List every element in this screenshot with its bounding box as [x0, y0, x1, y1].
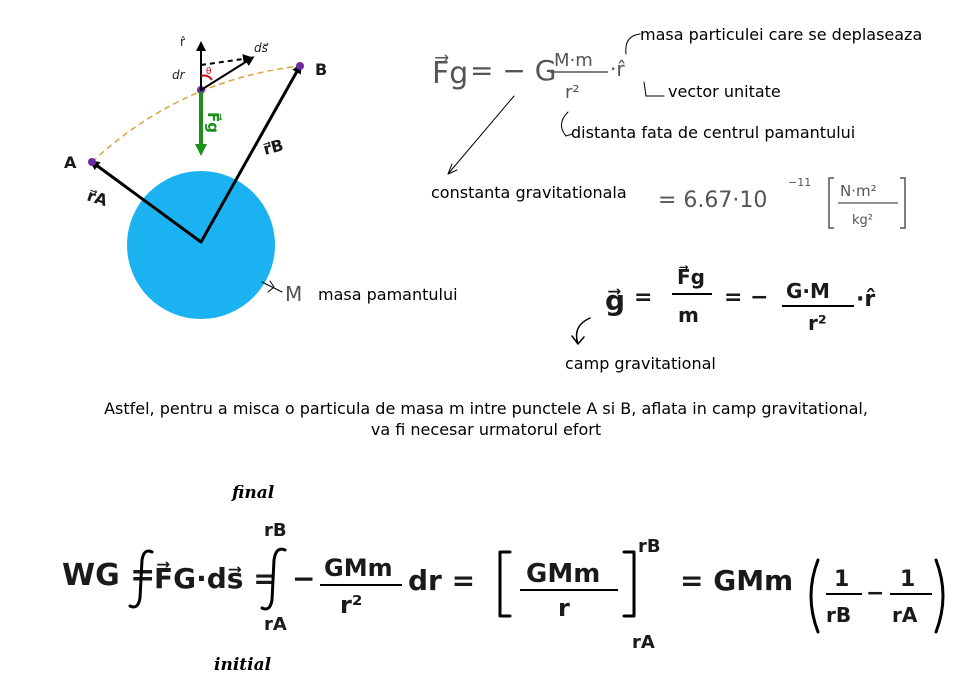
paragraph-line-2: va fi necesar urmatorul efort — [371, 420, 601, 439]
field-label: camp gravitational — [565, 354, 716, 373]
earth-circle — [127, 171, 275, 319]
theta-label: θ — [206, 67, 212, 77]
paragraph-line-1: Astfel, pentru a misca o particula de ma… — [104, 399, 868, 418]
field-frac2-den: r² — [808, 311, 827, 335]
orbit-diagram: A B r⃗A r⃗B r̂ dr ds⃗ θ F⃗g M masa paman… — [64, 35, 458, 319]
point-b-dot — [296, 62, 304, 70]
r-hat-label: r̂ — [180, 35, 185, 49]
force-formula: F⃗g = − G M·m r² ·r̂ masa particulei car… — [431, 25, 922, 229]
force-unit-vector: ·r̂ — [610, 57, 626, 81]
gconst-unit-num: N·m² — [840, 182, 877, 200]
point-a-label: A — [64, 153, 77, 172]
unit-pointer — [643, 81, 665, 97]
bracket-upper-limit: rB — [638, 536, 661, 557]
bracket-frac-num: GMm — [526, 559, 600, 589]
field-g: g⃗ — [605, 284, 625, 317]
explanation-paragraph: Astfel, pentru a misca o particula de ma… — [104, 399, 868, 439]
force-lhs: F⃗g — [432, 55, 468, 91]
vector-rb — [199, 63, 302, 244]
integral-sign-1 — [128, 549, 154, 609]
force-numerator: M·m — [554, 50, 593, 71]
bracket-left — [498, 550, 512, 618]
distance-annotation: distanta fata de centrul pamantului — [571, 123, 855, 142]
field-eq1: = — [634, 285, 652, 310]
field-frac1-den: m — [678, 303, 699, 327]
field-unit: ·r̂ — [856, 287, 875, 312]
field-frac1-num: F⃗g — [677, 264, 705, 289]
unit-bracket-left — [828, 177, 834, 229]
earth-pointer — [261, 280, 283, 293]
constant-annotation: constanta gravitationala — [431, 183, 627, 202]
fg-label: F⃗g — [204, 112, 223, 133]
unit-annotation: vector unitate — [668, 82, 781, 101]
bracket-frac-den: r — [558, 594, 570, 622]
work-frac-den: r² — [340, 591, 362, 619]
paren-right — [934, 558, 945, 634]
integral-lower-limit: rA — [264, 614, 287, 635]
rb-label: r⃗B — [261, 135, 285, 159]
bracket-lower-limit: rA — [632, 632, 655, 653]
work-dr: dr = — [408, 564, 475, 597]
constant-pointer — [447, 95, 515, 175]
trajectory-path — [91, 65, 301, 163]
force-denominator: r² — [565, 82, 580, 103]
work-minus: − — [292, 562, 315, 595]
initial-label: initial — [214, 655, 272, 675]
field-frac2-num: G·M — [786, 279, 830, 303]
constant-exponent: −11 — [788, 176, 811, 189]
mass-annotation: masa particulei care se deplaseaza — [640, 25, 922, 44]
mass-pointer — [625, 33, 641, 55]
ds-label: ds⃗ — [254, 41, 269, 55]
field-pointer — [571, 317, 591, 345]
bracket-right — [622, 550, 636, 618]
distance-pointer — [561, 111, 573, 137]
final-label: final — [231, 483, 275, 503]
dr-label: dr — [172, 68, 186, 82]
vector-ra — [89, 160, 203, 244]
integral-sign-2 — [260, 547, 287, 611]
result-den-a: rA — [892, 603, 918, 627]
work-integral-body: F⃗G·ds⃗ = — [154, 561, 277, 595]
work-frac-num: GMm — [324, 554, 393, 582]
earth-symbol: M — [285, 282, 302, 306]
point-a-dot — [88, 158, 96, 166]
paren-left — [809, 558, 820, 634]
result-minus: − — [866, 581, 884, 606]
result-one-a: 1 — [900, 567, 915, 592]
field-eq2: = − — [724, 285, 769, 310]
integral-upper-limit: rB — [264, 520, 287, 541]
result-den-b: rB — [826, 603, 851, 627]
work-result: = GMm — [680, 564, 793, 597]
result-one-b: 1 — [834, 567, 849, 592]
ra-label: r⃗A — [85, 186, 111, 211]
theta-arc — [200, 74, 213, 81]
gconst-unit-den: kg² — [852, 213, 873, 228]
point-b-label: B — [315, 60, 327, 79]
earth-label: masa pamantului — [318, 285, 458, 304]
unit-bracket-right — [900, 177, 906, 229]
work-formula: final initial WG = F⃗G·ds⃗ = rB rA − GMm… — [62, 483, 945, 675]
constant-value: = 6.67·10 — [658, 188, 767, 213]
force-rhs: = − G — [470, 54, 556, 87]
field-formula: g⃗ = F⃗g m = − G·M r² ·r̂ camp gravitati… — [565, 264, 875, 373]
